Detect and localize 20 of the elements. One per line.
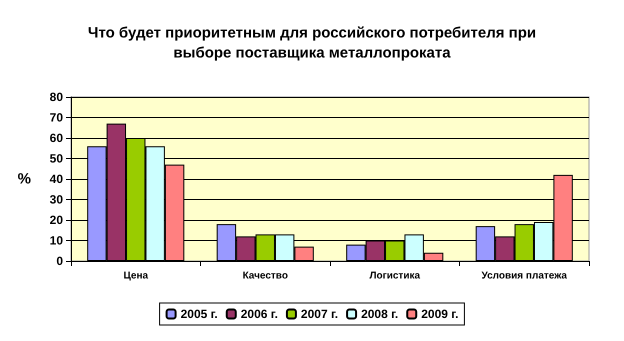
y-tick-label: 20 (50, 213, 64, 227)
x-tick-label: Цена (123, 270, 148, 282)
y-tick-label: 60 (50, 131, 64, 145)
x-tick-label: Логистика (369, 270, 420, 282)
legend-label: 2008 г. (361, 307, 398, 321)
y-axis-title: % (18, 170, 31, 188)
chart-title: Что будет приоритетным для российского потребителя при выборе поставщика металлопроката (88, 24, 536, 62)
legend-label: 2009 г. (421, 307, 458, 321)
y-tick-label: 30 (50, 192, 64, 206)
y-tick-label: 50 (50, 152, 64, 166)
x-tick-label: Качество (242, 270, 288, 282)
y-tick-label: 70 (50, 110, 64, 124)
y-tick-label: 10 (50, 234, 64, 248)
x-tick-label: Условия платежа (482, 270, 568, 282)
y-tick-label: 80 (50, 90, 64, 104)
legend-label: 2006 г. (240, 307, 278, 321)
y-tick-label: 40 (50, 172, 64, 186)
legend-label: 2005 г. (180, 307, 218, 321)
y-tick-label: 0 (56, 254, 64, 268)
legend-label: 2007 г. (300, 307, 338, 321)
